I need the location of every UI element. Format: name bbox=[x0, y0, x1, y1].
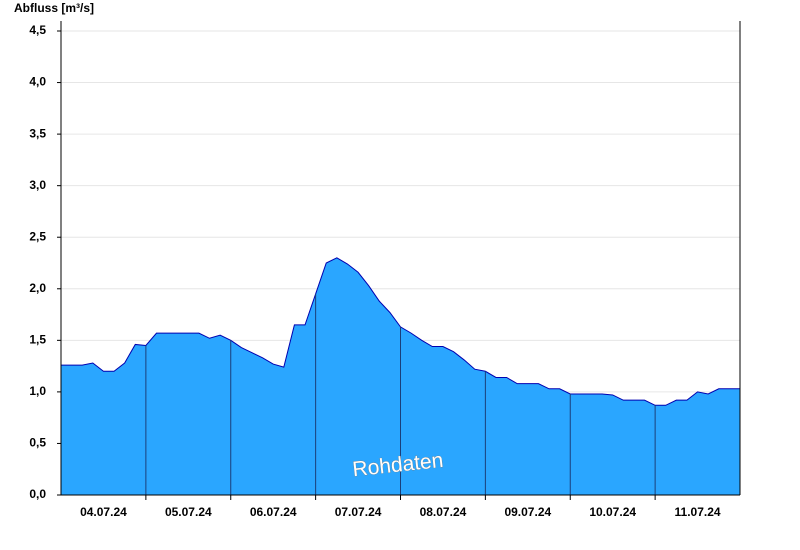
y-axis-label: Abfluss [m³/s] bbox=[14, 1, 94, 15]
x-tick-label: 06.07.24 bbox=[250, 505, 297, 519]
y-tick-label: 0,0 bbox=[29, 487, 46, 501]
y-tick-label: 1,5 bbox=[29, 333, 46, 347]
y-tick-label: 2,5 bbox=[29, 229, 46, 243]
y-tick-label: 2,0 bbox=[29, 281, 46, 295]
x-tick-label: 04.07.24 bbox=[80, 505, 127, 519]
x-tick-label: 11.07.24 bbox=[675, 505, 721, 519]
y-tick-label: 3,5 bbox=[29, 126, 46, 140]
x-tick-label: 05.07.24 bbox=[165, 505, 212, 519]
x-tick-label: 07.07.24 bbox=[335, 505, 382, 519]
y-tick-label: 3,0 bbox=[29, 178, 46, 192]
y-tick-label: 0,5 bbox=[29, 436, 46, 450]
x-tick-label: 10.07.24 bbox=[589, 505, 636, 519]
y-tick-label: 4,5 bbox=[29, 23, 46, 37]
x-tick-label: 08.07.24 bbox=[420, 505, 467, 519]
y-tick-label: 1,0 bbox=[29, 384, 46, 398]
y-tick-label: 4,0 bbox=[29, 75, 46, 89]
x-tick-label: 09.07.24 bbox=[504, 505, 551, 519]
